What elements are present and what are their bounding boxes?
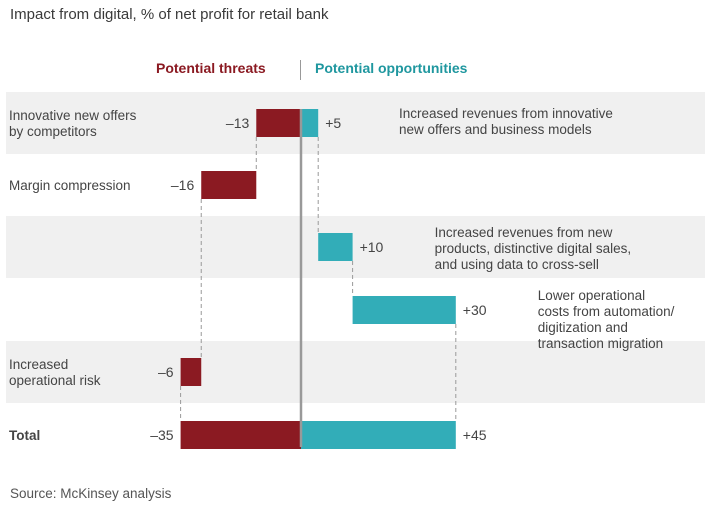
threat-value-label: –13	[226, 115, 250, 131]
category-label: operational risk	[9, 373, 101, 388]
threat-value-label: –16	[171, 177, 195, 193]
category-label: Total	[9, 428, 40, 443]
threat-bar	[180, 421, 301, 449]
legend-opportunities: Potential opportunities	[315, 60, 468, 76]
opportunity-bar	[352, 296, 456, 324]
opportunity-bar	[318, 233, 353, 261]
opportunity-value-label: +10	[360, 239, 384, 255]
threat-value-label: –6	[158, 364, 174, 380]
category-label: Margin compression	[9, 178, 131, 193]
description-label: Increased revenues from new	[435, 225, 613, 240]
threat-bar	[256, 109, 301, 137]
row-band	[6, 92, 705, 154]
threat-bar	[201, 171, 257, 199]
description-label: transaction migration	[538, 336, 663, 351]
chart-title: Impact from digital, % of net profit for…	[10, 6, 329, 23]
threat-bar	[180, 358, 202, 386]
threat-value-label: –35	[150, 427, 174, 443]
category-label: Increased	[9, 357, 68, 372]
category-label: Innovative new offers	[9, 108, 137, 123]
opportunity-value-label: +45	[463, 427, 487, 443]
description-label: Lower operational	[538, 288, 645, 303]
opportunity-bar	[301, 109, 319, 137]
description-label: and using data to cross-sell	[435, 257, 599, 272]
opportunity-bar	[301, 421, 456, 449]
description-label: products, distinctive digital sales,	[435, 241, 632, 256]
category-label: by competitors	[9, 124, 97, 139]
row-band	[6, 216, 705, 278]
opportunity-value-label: +30	[463, 302, 487, 318]
legend-separator	[300, 60, 301, 80]
description-label: digitization and	[538, 320, 628, 335]
description-label: Increased revenues from innovative	[399, 106, 613, 121]
opportunity-value-label: +5	[325, 115, 341, 131]
source-note: Source: McKinsey analysis	[10, 486, 172, 501]
description-label: new offers and business models	[399, 122, 592, 137]
legend-threats: Potential threats	[156, 60, 266, 76]
row-band	[6, 341, 705, 403]
description-label: costs from automation/	[538, 304, 675, 319]
